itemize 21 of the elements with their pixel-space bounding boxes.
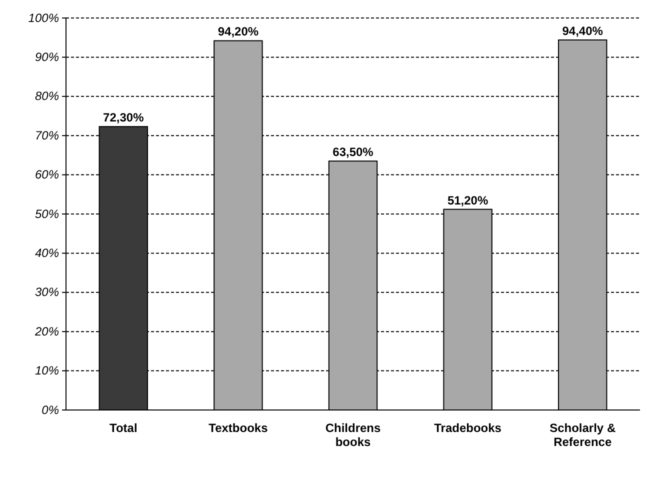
data-label: 94,40% bbox=[562, 24, 604, 38]
data-label: 94,20% bbox=[218, 24, 259, 39]
x-tick-label: Scholarly & Reference bbox=[550, 421, 616, 449]
data-label: 63,50% bbox=[332, 145, 374, 160]
y-tick-label: 80% bbox=[34, 89, 60, 104]
data-label: 72,30% bbox=[103, 110, 144, 125]
y-tick-label: 100% bbox=[28, 10, 60, 25]
y-tick-label: 90% bbox=[34, 50, 60, 64]
y-tick-label: 50% bbox=[34, 206, 60, 221]
y-tick-label: 70% bbox=[34, 128, 60, 142]
y-tick-label: 60% bbox=[34, 168, 60, 182]
data-label: 51,20% bbox=[447, 193, 488, 208]
y-tick-label: 0% bbox=[42, 402, 60, 417]
x-tick-label: Childrens books bbox=[325, 421, 381, 449]
y-tick-label: 20% bbox=[34, 324, 60, 338]
x-tick-label: Tradebooks bbox=[434, 421, 502, 436]
y-tick-label: 30% bbox=[34, 285, 60, 300]
y-tick-label: 40% bbox=[34, 246, 60, 260]
x-tick-label: Textbooks bbox=[208, 421, 268, 436]
x-tick-label: Total bbox=[110, 421, 138, 436]
y-tick-label: 10% bbox=[34, 364, 60, 378]
